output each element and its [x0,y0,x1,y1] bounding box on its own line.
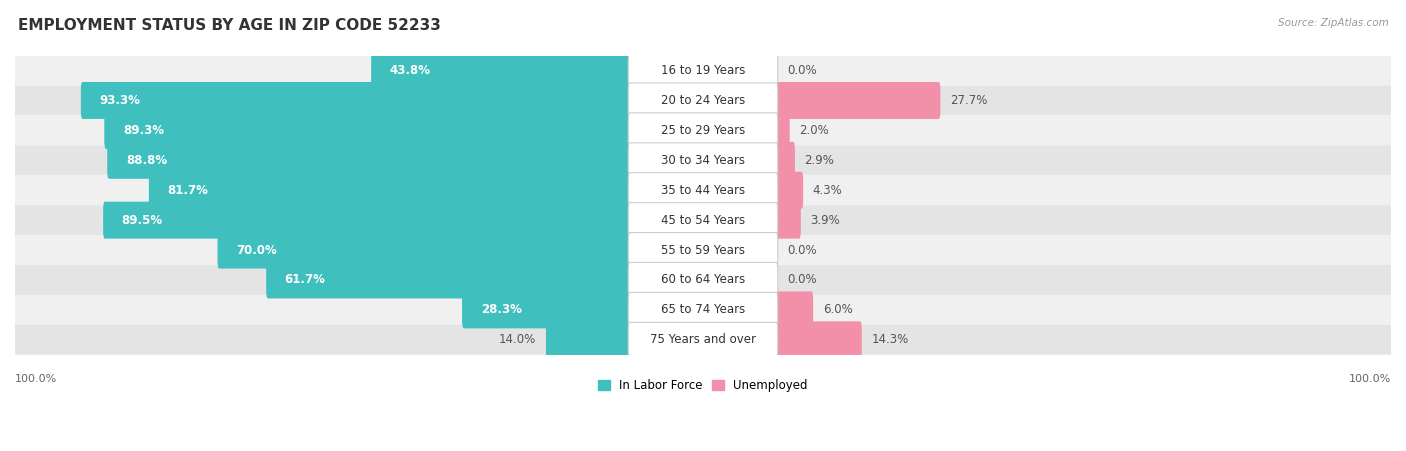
Text: 60 to 64 Years: 60 to 64 Years [661,273,745,286]
FancyBboxPatch shape [628,113,778,148]
FancyBboxPatch shape [775,142,794,179]
FancyBboxPatch shape [371,52,631,89]
FancyBboxPatch shape [775,172,803,209]
Text: Source: ZipAtlas.com: Source: ZipAtlas.com [1278,18,1389,28]
FancyBboxPatch shape [15,295,1406,325]
FancyBboxPatch shape [628,83,778,118]
FancyBboxPatch shape [266,262,631,299]
Text: 43.8%: 43.8% [389,64,430,77]
Text: 81.7%: 81.7% [167,184,208,197]
Text: 0.0%: 0.0% [787,64,817,77]
FancyBboxPatch shape [149,172,631,209]
FancyBboxPatch shape [775,291,813,328]
Text: 14.0%: 14.0% [499,333,536,346]
FancyBboxPatch shape [15,55,1406,86]
Text: 88.8%: 88.8% [125,154,167,167]
Text: 0.0%: 0.0% [787,273,817,286]
Text: 0.0%: 0.0% [787,244,817,257]
FancyBboxPatch shape [775,202,801,239]
Text: 27.7%: 27.7% [950,94,987,107]
FancyBboxPatch shape [15,205,1406,235]
Text: 28.3%: 28.3% [481,304,522,317]
FancyBboxPatch shape [103,202,631,239]
FancyBboxPatch shape [107,142,631,179]
Text: 65 to 74 Years: 65 to 74 Years [661,304,745,317]
FancyBboxPatch shape [628,202,778,238]
Text: 30 to 34 Years: 30 to 34 Years [661,154,745,167]
FancyBboxPatch shape [775,82,941,119]
FancyBboxPatch shape [218,231,631,268]
FancyBboxPatch shape [463,291,631,328]
Text: 89.3%: 89.3% [122,124,165,137]
FancyBboxPatch shape [15,86,1406,115]
Text: 25 to 29 Years: 25 to 29 Years [661,124,745,137]
Text: 20 to 24 Years: 20 to 24 Years [661,94,745,107]
Text: 3.9%: 3.9% [810,214,841,227]
FancyBboxPatch shape [628,292,778,327]
FancyBboxPatch shape [628,262,778,298]
Text: 2.0%: 2.0% [800,124,830,137]
FancyBboxPatch shape [15,265,1406,295]
FancyBboxPatch shape [15,235,1406,265]
FancyBboxPatch shape [15,145,1406,175]
FancyBboxPatch shape [546,321,631,358]
FancyBboxPatch shape [775,112,790,149]
Text: 45 to 54 Years: 45 to 54 Years [661,214,745,227]
Text: 55 to 59 Years: 55 to 59 Years [661,244,745,257]
Text: 16 to 19 Years: 16 to 19 Years [661,64,745,77]
Text: 75 Years and over: 75 Years and over [650,333,756,346]
FancyBboxPatch shape [80,82,631,119]
FancyBboxPatch shape [628,53,778,88]
FancyBboxPatch shape [15,175,1406,205]
Text: 14.3%: 14.3% [872,333,908,346]
Text: 4.3%: 4.3% [813,184,842,197]
FancyBboxPatch shape [775,321,862,358]
Text: 93.3%: 93.3% [100,94,141,107]
Text: 61.7%: 61.7% [285,273,326,286]
FancyBboxPatch shape [15,325,1406,355]
FancyBboxPatch shape [15,115,1406,145]
Text: 35 to 44 Years: 35 to 44 Years [661,184,745,197]
Text: 100.0%: 100.0% [1348,374,1391,384]
Text: 70.0%: 70.0% [236,244,277,257]
Legend: In Labor Force, Unemployed: In Labor Force, Unemployed [593,374,813,397]
Text: 89.5%: 89.5% [122,214,163,227]
FancyBboxPatch shape [628,173,778,208]
Text: 100.0%: 100.0% [15,374,58,384]
FancyBboxPatch shape [628,233,778,267]
FancyBboxPatch shape [628,322,778,357]
Text: 2.9%: 2.9% [804,154,835,167]
Text: 6.0%: 6.0% [823,304,852,317]
FancyBboxPatch shape [628,143,778,178]
Text: EMPLOYMENT STATUS BY AGE IN ZIP CODE 52233: EMPLOYMENT STATUS BY AGE IN ZIP CODE 522… [18,18,441,33]
FancyBboxPatch shape [104,112,631,149]
